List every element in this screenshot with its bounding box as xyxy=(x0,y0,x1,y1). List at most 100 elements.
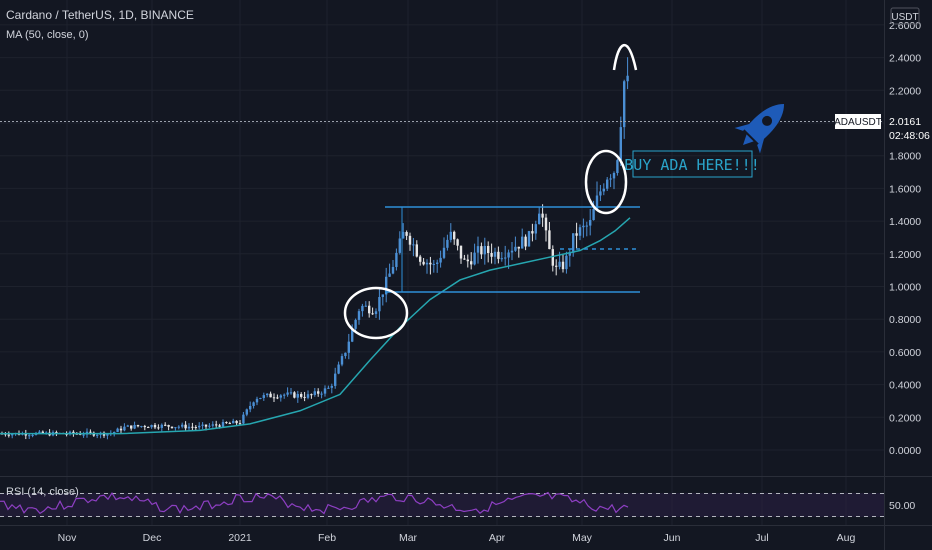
candle-body xyxy=(153,424,157,428)
candle-body xyxy=(167,425,170,427)
candle-body xyxy=(357,311,361,320)
candle-body xyxy=(119,428,123,431)
candle-body xyxy=(330,385,333,388)
candle-body xyxy=(126,425,129,427)
candle-body xyxy=(252,402,255,406)
candle-body xyxy=(568,252,571,256)
candle-body xyxy=(388,273,391,277)
candle-body xyxy=(381,294,384,297)
candle-body xyxy=(378,296,381,312)
price-tick-label: 1.6000 xyxy=(889,183,921,195)
candle-body xyxy=(177,426,180,428)
candle-body xyxy=(582,225,585,228)
rsi-band xyxy=(0,493,884,517)
candle-body xyxy=(473,252,476,265)
candle-body xyxy=(208,425,211,427)
candle-body xyxy=(507,252,510,258)
candle-body xyxy=(395,252,398,267)
candle-body xyxy=(296,394,299,398)
candle-body xyxy=(211,424,214,426)
candle-body xyxy=(204,424,208,427)
candle-body xyxy=(337,364,340,374)
candle-body xyxy=(402,232,405,239)
candle-body xyxy=(602,188,605,192)
candle-body xyxy=(480,246,483,255)
time-tick-label: Nov xyxy=(58,532,77,544)
candle-body xyxy=(371,313,374,315)
candle-body xyxy=(415,244,418,257)
candle-body xyxy=(225,422,228,424)
candle-body xyxy=(374,311,378,314)
grid xyxy=(0,0,884,525)
candle-body xyxy=(412,244,415,246)
candle-body xyxy=(313,391,316,395)
candle-body xyxy=(327,387,330,389)
candle-body xyxy=(504,257,507,259)
candle-body xyxy=(150,424,153,428)
time-tick-label: Apr xyxy=(489,532,506,544)
symbol-title[interactable]: Cardano / TetherUS, 1D, BINANCE xyxy=(6,8,194,22)
price-axis[interactable]: 2.60002.40002.20002.00001.80001.60001.40… xyxy=(889,20,921,457)
candle-body xyxy=(592,209,595,221)
candle-body xyxy=(242,414,245,424)
candle-body xyxy=(187,426,191,429)
breakout-circle-2 xyxy=(584,149,628,215)
candle-body xyxy=(524,236,527,247)
candle-body xyxy=(612,172,616,179)
candle-body xyxy=(538,213,541,225)
candle-body xyxy=(453,231,456,240)
candle-body xyxy=(143,426,146,428)
candle-body xyxy=(116,428,119,432)
price-tick-label: 0.6000 xyxy=(889,347,921,359)
candle-body xyxy=(164,424,167,426)
candle-body xyxy=(310,394,313,396)
candle-body xyxy=(609,178,612,180)
candle-body xyxy=(130,425,133,429)
candle-body xyxy=(306,394,310,398)
rsi-indicator-label[interactable]: RSI (14, close) xyxy=(6,486,79,498)
candle-body xyxy=(68,431,72,435)
candle-body xyxy=(123,426,126,431)
candle-body xyxy=(235,420,238,424)
currency-label: USDT xyxy=(891,12,918,23)
candle-body xyxy=(534,224,537,234)
ma-indicator-label[interactable]: MA (50, close, 0) xyxy=(6,29,89,41)
candle-body xyxy=(449,231,452,240)
time-tick-label: Feb xyxy=(318,532,336,544)
candle-body xyxy=(436,262,439,264)
candle-body xyxy=(259,397,262,399)
candle-body xyxy=(572,233,575,253)
candle-body xyxy=(283,394,286,396)
candle-body xyxy=(521,236,524,249)
candle-body xyxy=(181,424,184,427)
candle-body xyxy=(459,245,463,259)
candle-body xyxy=(38,431,41,433)
price-tick-label: 2.4000 xyxy=(889,53,921,65)
candle-body xyxy=(487,245,490,254)
price-tick-label: 2.6000 xyxy=(889,20,921,32)
candle-body xyxy=(599,191,602,196)
candle-body xyxy=(133,425,136,429)
candle-body xyxy=(174,427,177,429)
candle-body xyxy=(96,434,99,436)
candle-body xyxy=(232,420,235,424)
candle-body xyxy=(544,217,548,231)
candle-body xyxy=(354,319,357,329)
buy-box xyxy=(632,150,753,178)
candle-body xyxy=(510,250,514,253)
candle-body xyxy=(147,427,150,429)
price-tick-label: 1.2000 xyxy=(889,249,921,261)
candle-body xyxy=(157,427,160,429)
time-axis[interactable]: Nov Dec 2021 Feb Mar Apr May Jun Jul Aug xyxy=(58,532,856,544)
candle-body xyxy=(106,433,109,436)
candle-body xyxy=(245,409,248,415)
time-tick-label: 2021 xyxy=(228,532,252,544)
candle-body xyxy=(595,195,599,210)
candle-body xyxy=(623,81,626,128)
rsi-line xyxy=(0,491,629,515)
candle-body xyxy=(286,392,289,395)
currency-box xyxy=(890,7,920,25)
time-tick-label: Jul xyxy=(755,532,768,544)
